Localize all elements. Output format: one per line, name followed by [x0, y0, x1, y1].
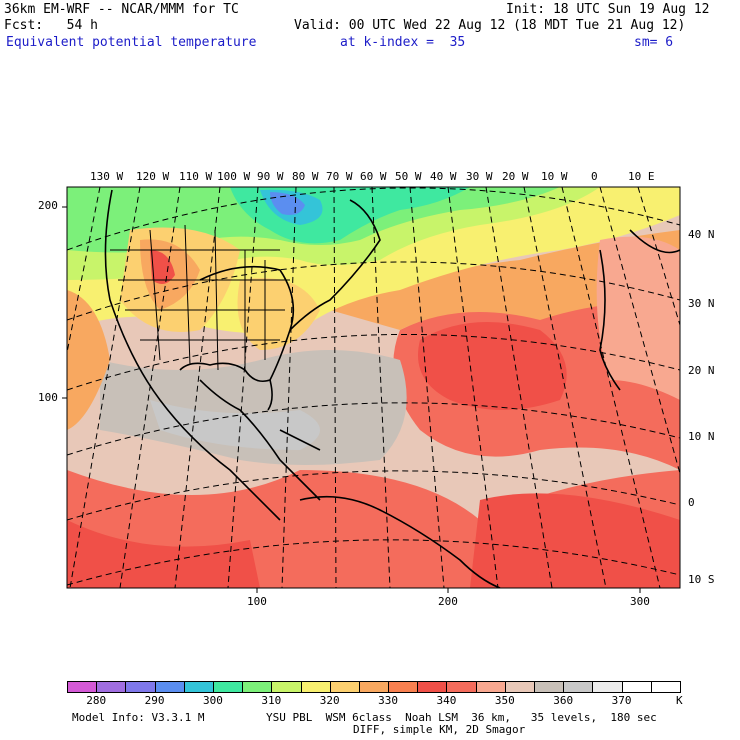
lon-label: 60 W	[360, 170, 387, 183]
colorbar-tick-label: 310	[261, 694, 282, 707]
colorbar-cell	[212, 681, 244, 693]
colorbar-cell	[388, 681, 419, 693]
colorbar-cell	[650, 681, 681, 693]
lat-label: 40 N	[688, 228, 715, 241]
physics-info: YSU PBL WSM 6class Noah LSM 36 km, 35 le…	[266, 711, 657, 724]
colorbar-cell	[475, 681, 506, 693]
lon-label: 30 W	[466, 170, 493, 183]
colorbar-cell	[154, 681, 185, 693]
colorbar-cell	[125, 681, 156, 693]
colorbar-tick-label: 340	[436, 694, 457, 707]
colorbar-cell	[563, 681, 594, 693]
state-borders	[110, 224, 290, 371]
lat-label: 20 N	[688, 364, 715, 377]
diffusion-info: DIFF, simple KM, 2D Smagor	[353, 723, 526, 736]
grid-y-label: 100	[38, 391, 58, 404]
theta-e-field	[67, 187, 680, 588]
lat-label: 10 N	[688, 430, 715, 443]
lon-label: 70 W	[326, 170, 353, 183]
colorbar-tick-label: 350	[494, 694, 515, 707]
colorbar-tick-label: 370	[611, 694, 632, 707]
lon-label: 10 W	[541, 170, 568, 183]
lon-label: 10 E	[628, 170, 655, 183]
lon-label: 90 W	[257, 170, 284, 183]
lon-label: 110 W	[179, 170, 213, 183]
lon-label: 130 W	[90, 170, 124, 183]
lon-label: 100 W	[217, 170, 251, 183]
lon-label: 20 W	[502, 170, 529, 183]
graticule	[67, 187, 680, 588]
lat-label: 30 N	[688, 297, 715, 310]
level-info: at k-index = 35	[340, 35, 466, 50]
model-title: 36km EM-WRF -- NCAR/MMM for TC	[4, 2, 239, 17]
init-time: Init: 18 UTC Sun 19 Aug 12	[506, 2, 710, 17]
model-info: Model Info: V3.3.1 M	[72, 711, 205, 724]
frame-ticks	[62, 206, 641, 593]
colorbar-cell	[621, 681, 652, 693]
colorbar-cell	[504, 681, 536, 693]
colorbar-cell	[96, 681, 127, 693]
lon-label: 40 W	[430, 170, 457, 183]
grid-x-label: 200	[438, 595, 458, 608]
lon-label: 120 W	[136, 170, 170, 183]
grid-x-label: 100	[247, 595, 267, 608]
colorbar-cell	[67, 681, 98, 693]
colorbar-cell	[329, 681, 360, 693]
colorbar-tick-label: 330	[378, 694, 399, 707]
colorbar-tick-label: 320	[319, 694, 340, 707]
field-name: Equivalent potential temperature	[6, 35, 257, 50]
colorbar-cell	[358, 681, 390, 693]
colorbar-cell	[446, 681, 477, 693]
colorbar-cell	[183, 681, 214, 693]
lon-label: 80 W	[292, 170, 319, 183]
valid-time: Valid: 00 UTC Wed 22 Aug 12 (18 MDT Tue …	[294, 18, 686, 33]
lon-label: 0	[591, 170, 598, 183]
map-frame	[66, 186, 681, 589]
colorbar-cell	[592, 681, 623, 693]
smoothing-info: sm= 6	[634, 35, 674, 50]
colorbar-cell	[534, 681, 565, 693]
coastlines	[104, 189, 680, 588]
grid-x-label: 300	[630, 595, 650, 608]
colorbar-tick-label: 280	[86, 694, 107, 707]
colorbar-cell	[300, 681, 331, 693]
colorbar-tick-label: 360	[553, 694, 574, 707]
forecast-hour: Fcst: 54 h	[4, 18, 98, 33]
colorbar-cell	[242, 681, 273, 693]
lat-label: 0	[688, 496, 695, 509]
colorbar-cell	[271, 681, 302, 693]
lon-label: 50 W	[395, 170, 422, 183]
lat-label: 10 S	[688, 573, 715, 586]
grid-y-label: 200	[38, 199, 58, 212]
colorbar-tick-label: 290	[144, 694, 165, 707]
colorbar-tick-label: 300	[203, 694, 223, 707]
colorbar-cell	[417, 681, 448, 693]
colorbar-unit: K	[676, 694, 683, 707]
